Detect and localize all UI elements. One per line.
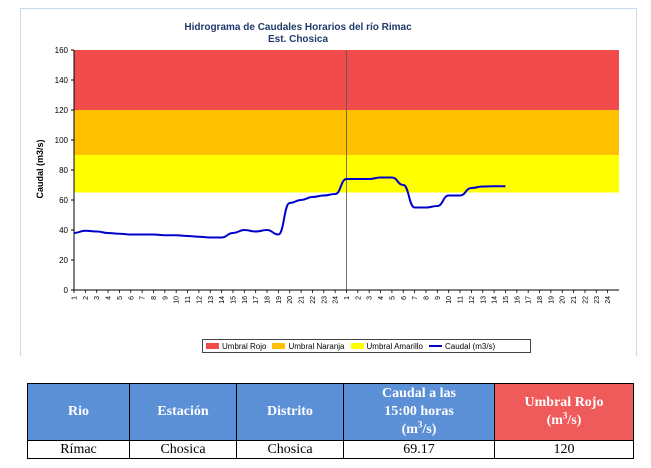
y-tick-label-3: 60 xyxy=(59,196,68,205)
header-umbral-rojo: Umbral Rojo (m3/s) xyxy=(494,383,634,441)
x-tick-label-0: 1 xyxy=(72,296,79,300)
hydrograph-chart: Hidrograma de Caudales Horarios del río … xyxy=(35,22,619,304)
table-row: Rímac Chosica Chosica 69.17 120 xyxy=(27,440,634,459)
legend-swatch-0 xyxy=(206,343,219,349)
x-tick-label-25: 2 xyxy=(355,296,362,300)
legend-label-0: Umbral Rojo xyxy=(222,341,267,351)
x-tick-label-27: 4 xyxy=(378,296,385,300)
y-tick-label-2: 40 xyxy=(59,226,68,235)
series-line-0 xyxy=(73,176,506,239)
legend-item-1: Umbral Naranja xyxy=(272,341,345,351)
x-tick-label-1: 2 xyxy=(83,296,90,300)
header-rio: Rio xyxy=(27,383,130,441)
x-tick-label-45: 22 xyxy=(582,296,589,304)
x-tick-label-11: 12 xyxy=(196,296,203,304)
legend-label-1: Umbral Naranja xyxy=(288,341,345,351)
x-tick-label-29: 6 xyxy=(401,296,408,300)
x-tick-label-36: 13 xyxy=(480,296,487,304)
x-tick-label-21: 22 xyxy=(310,296,317,304)
cell-umbral: 120 xyxy=(494,440,634,459)
x-tick-label-20: 21 xyxy=(299,296,306,304)
x-tick-label-14: 15 xyxy=(230,296,237,304)
x-tick-label-32: 9 xyxy=(435,296,442,300)
x-tick-label-16: 17 xyxy=(253,296,260,304)
legend-swatch-2 xyxy=(350,343,364,349)
x-tick-label-33: 10 xyxy=(446,296,453,304)
x-tick-label-26: 3 xyxy=(367,296,374,300)
chart-title: Hidrograma de Caudales Horarios del río … xyxy=(184,22,412,33)
x-tick-label-44: 21 xyxy=(571,296,578,304)
x-tick-label-41: 18 xyxy=(537,296,544,304)
x-tick-label-24: 1 xyxy=(344,296,351,300)
x-tick-label-17: 18 xyxy=(265,296,272,304)
legend-item-3: Caudal (m3/s) xyxy=(428,341,496,351)
x-tick-label-19: 20 xyxy=(287,296,294,304)
x-tick-label-3: 4 xyxy=(106,296,113,300)
y-tick-label-1: 20 xyxy=(59,256,68,265)
legend-label-2: Umbral Amarillo xyxy=(366,341,423,351)
header-caudal: Caudal a las 15:00 horas (m3/s) xyxy=(343,383,495,441)
cell-distrito: Chosica xyxy=(236,440,344,459)
x-tick-label-31: 8 xyxy=(423,296,430,300)
y-tick-label-0: 0 xyxy=(64,286,69,295)
cell-rio: Rímac xyxy=(27,440,130,459)
x-tick-label-12: 13 xyxy=(208,296,215,304)
x-tick-label-40: 17 xyxy=(526,296,533,304)
header-estacion: Estación xyxy=(129,383,237,441)
x-tick-label-39: 16 xyxy=(514,296,521,304)
chart-frame: Hidrograma de Caudales Horarios del río … xyxy=(20,8,637,356)
x-tick-label-38: 15 xyxy=(503,296,510,304)
x-tick-label-15: 16 xyxy=(242,296,249,304)
x-tick-label-42: 19 xyxy=(548,296,555,304)
x-tick-label-9: 10 xyxy=(174,296,181,304)
y-axis-label: Caudal (m3/s) xyxy=(35,139,45,198)
y-tick-label-8: 160 xyxy=(55,46,69,55)
x-tick-label-10: 11 xyxy=(185,296,192,303)
chart-subtitle: Est. Chosica xyxy=(268,34,328,45)
x-tick-label-13: 14 xyxy=(219,296,226,304)
x-tick-label-43: 20 xyxy=(560,296,567,304)
x-tick-label-28: 5 xyxy=(389,296,396,300)
x-tick-label-23: 24 xyxy=(333,296,340,304)
cell-caudal: 69.17 xyxy=(343,440,495,459)
x-tick-label-35: 12 xyxy=(469,296,476,304)
station-info-table: Rio Estación Distrito Caudal a las 15:00… xyxy=(27,383,634,459)
x-tick-label-2: 3 xyxy=(94,296,101,300)
legend-item-2: Umbral Amarillo xyxy=(350,341,423,351)
legend-label-3: Caudal (m3/s) xyxy=(444,341,496,351)
x-tick-label-7: 8 xyxy=(151,296,158,300)
x-tick-label-34: 11 xyxy=(458,296,465,303)
chart-legend: Umbral Rojo Umbral Naranja Umbral Amarillo… xyxy=(202,339,531,353)
x-tick-label-46: 23 xyxy=(594,296,601,304)
x-tick-label-4: 5 xyxy=(117,296,124,300)
x-tick-label-47: 24 xyxy=(605,296,612,304)
x-tick-label-18: 19 xyxy=(276,296,283,304)
y-tick-label-6: 120 xyxy=(55,106,69,115)
legend-swatch-3 xyxy=(428,345,442,347)
x-tick-label-6: 7 xyxy=(140,296,147,300)
x-tick-label-30: 7 xyxy=(412,296,419,300)
y-tick-label-4: 80 xyxy=(59,166,68,175)
x-tick-label-22: 23 xyxy=(321,296,328,304)
x-tick-label-8: 9 xyxy=(162,296,169,300)
legend-swatch-1 xyxy=(272,343,286,349)
x-tick-label-5: 6 xyxy=(128,296,135,300)
cell-estacion: Chosica xyxy=(129,440,237,459)
legend-item-0: Umbral Rojo xyxy=(206,342,266,351)
y-tick-label-7: 140 xyxy=(55,76,69,85)
y-tick-label-5: 100 xyxy=(55,136,69,145)
x-tick-label-37: 14 xyxy=(492,296,499,304)
header-distrito: Distrito xyxy=(236,383,344,441)
